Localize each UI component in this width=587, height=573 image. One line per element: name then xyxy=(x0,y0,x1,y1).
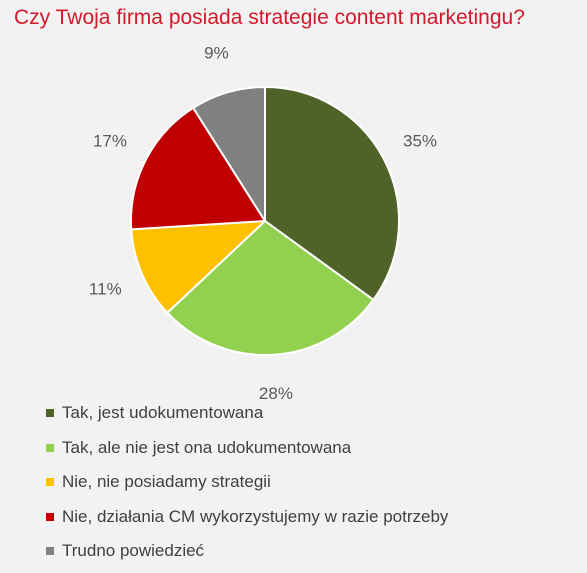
legend-label: Nie, działania CM wykorzystujemy w razie… xyxy=(62,506,449,526)
data-label-3: 11% xyxy=(89,280,122,299)
legend-swatch xyxy=(46,547,54,556)
pie-slice-4 xyxy=(130,106,266,231)
pie-slice-3 xyxy=(130,220,266,314)
legend-item-4: Nie, działania CM wykorzystujemy w razie… xyxy=(46,500,448,535)
pie-slice-1 xyxy=(264,86,400,301)
legend-swatch xyxy=(46,512,54,521)
data-label-1: 35% xyxy=(403,131,437,150)
pie-slices xyxy=(130,86,400,356)
data-label-5: 9% xyxy=(204,43,229,62)
legend-label: Tak, ale nie jest ona udokumentowana xyxy=(62,437,352,457)
legend-label: Trudno powiedzieć xyxy=(62,541,205,561)
legend: Tak, jest udokumentowana Tak, ale nie jes… xyxy=(46,396,448,569)
legend-item-1: Tak, jest udokumentowana xyxy=(46,396,448,431)
legend-swatch xyxy=(46,478,54,487)
legend-swatch xyxy=(46,443,54,452)
legend-item-5: Trudno powiedzieć xyxy=(46,534,448,569)
pie-chart: 35% 28% 11% 17% 9% xyxy=(89,43,437,400)
pie-labels: 35% 28% 11% 17% 9% xyxy=(89,43,437,400)
pie-slice-2 xyxy=(166,220,375,356)
legend-swatch xyxy=(46,409,54,418)
legend-item-3: Nie, nie posiadamy strategii xyxy=(46,465,448,500)
chart-title: Czy Twoja firma posiada strategie conten… xyxy=(14,6,525,29)
legend-label: Nie, nie posiadamy strategii xyxy=(62,472,271,492)
data-label-4: 17% xyxy=(93,131,127,150)
data-label-2: 28% xyxy=(259,384,293,400)
legend-label: Tak, jest udokumentowana xyxy=(62,403,264,423)
pie-slice-5 xyxy=(192,86,266,222)
legend-item-2: Tak, ale nie jest ona udokumentowana xyxy=(46,431,448,466)
